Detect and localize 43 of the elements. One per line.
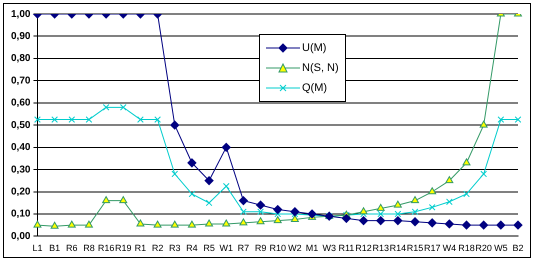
y-tick-label: 0,90 bbox=[10, 30, 31, 42]
y-tick-label: 0,50 bbox=[10, 120, 31, 131]
y-tick-label: 0,80 bbox=[10, 53, 31, 64]
x-tick-label: W4 bbox=[442, 243, 456, 254]
x-tick-label: R1 bbox=[134, 243, 146, 254]
x-tick-label: R15 bbox=[406, 243, 424, 254]
x-tick-label: B1 bbox=[49, 243, 60, 254]
x-tick-label: R8 bbox=[83, 243, 95, 254]
x-tick-label: W3 bbox=[322, 243, 336, 254]
x-tick-label: R6 bbox=[66, 243, 78, 254]
y-tick-label: 0,10 bbox=[10, 208, 31, 220]
legend-label: N(S, N) bbox=[302, 62, 339, 74]
y-tick-label: 0,40 bbox=[10, 142, 31, 154]
x-tick-label: R5 bbox=[203, 243, 215, 254]
x-tick-label: R2 bbox=[152, 243, 164, 254]
y-tick-label: 0,60 bbox=[10, 98, 31, 109]
y-tick-label: 0,70 bbox=[10, 75, 31, 86]
x-tick-label: R4 bbox=[186, 243, 198, 254]
x-tick-label: R19 bbox=[115, 243, 132, 254]
x-tick-label: R13 bbox=[372, 243, 389, 254]
x-tick-label: R11 bbox=[338, 243, 354, 254]
x-tick-label: R18 bbox=[458, 243, 475, 254]
x-tick-label: W2 bbox=[288, 243, 302, 254]
y-tick-label: 0,20 bbox=[10, 186, 31, 198]
x-tick-label: R10 bbox=[269, 243, 286, 254]
x-tick-label: M1 bbox=[306, 243, 318, 254]
x-tick-label: R17 bbox=[424, 243, 440, 254]
legend-label: Q(M) bbox=[302, 82, 328, 94]
y-tick-label: 0,30 bbox=[10, 164, 31, 176]
x-tick-label: R9 bbox=[254, 243, 266, 254]
y-tick-label: 1,00 bbox=[10, 8, 31, 20]
legend-label: U(M) bbox=[302, 42, 326, 54]
x-tick-label: L1 bbox=[32, 243, 42, 254]
x-tick-label: R12 bbox=[355, 243, 372, 254]
x-tick-label: R16 bbox=[98, 243, 114, 254]
x-tick-label: R3 bbox=[169, 243, 181, 254]
x-tick-label: R14 bbox=[390, 243, 406, 254]
x-tick-label: B2 bbox=[512, 243, 524, 254]
x-tick-label: W5 bbox=[494, 243, 508, 254]
x-tick-label: R20 bbox=[475, 243, 492, 254]
y-tick-label: 0,00 bbox=[10, 230, 31, 242]
x-tick-label: W1 bbox=[219, 243, 233, 254]
x-tick-label: R7 bbox=[238, 243, 250, 254]
